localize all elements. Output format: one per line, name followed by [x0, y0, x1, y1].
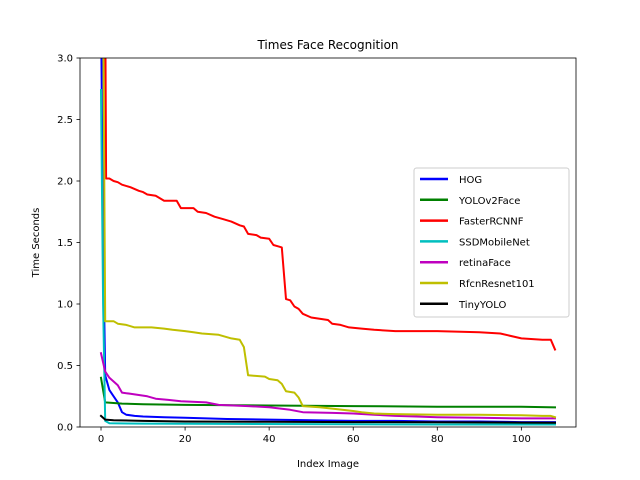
axes-layer: 0 20 40 60 80 100 0.0 0.5 1.0 1.5 2.0 2.5 3.0 [57, 54, 531, 446]
y-tick-label: 2.5 [57, 115, 73, 126]
y-axis-label: Time Seconds [31, 208, 42, 279]
series-line-hog [100, 58, 556, 424]
x-tick-label: 100 [512, 434, 531, 445]
y-tick-label: 2.0 [57, 177, 73, 188]
x-tick-label: 20 [179, 434, 192, 445]
legend-label: SSDMobileNet [459, 237, 530, 248]
x-tick-label: 0 [98, 434, 104, 445]
series-line-retinaface [99, 352, 556, 420]
legend-label: TinyYOLO [458, 300, 506, 311]
chart-title: Times Face Recognition [256, 38, 398, 52]
legend-label: FasterRCNNF [459, 217, 524, 228]
legend-label: retinaFace [459, 258, 511, 269]
y-tick-label: 0.5 [57, 361, 73, 372]
y-tick-label: 1.0 [57, 300, 73, 311]
series-line-fasterrcnnf [104, 58, 557, 351]
x-tick-label: 40 [263, 434, 276, 445]
series-line-tinyyolo [99, 414, 557, 424]
x-axis-label: Index Image [297, 459, 359, 470]
y-tick-label: 0.0 [57, 423, 73, 434]
legend: HOG YOLOv2Face FasterRCNNF SSDMobileNet reti… [413, 167, 570, 318]
series-line-rfcnresnet101 [102, 58, 557, 419]
series-layer [99, 58, 557, 426]
legend-label: HOG [459, 175, 482, 186]
legend-label: YOLOv2Face [458, 196, 520, 207]
x-tick-label: 80 [431, 434, 444, 445]
plot-frame [79, 57, 577, 428]
x-tick-label: 60 [347, 434, 360, 445]
y-tick-label: 3.0 [57, 54, 73, 65]
series-line-ssdmobilenet [99, 88, 556, 426]
y-tick-label: 1.5 [57, 238, 73, 249]
legend-label: RfcnResnet101 [459, 279, 535, 290]
legend-box [413, 167, 570, 318]
